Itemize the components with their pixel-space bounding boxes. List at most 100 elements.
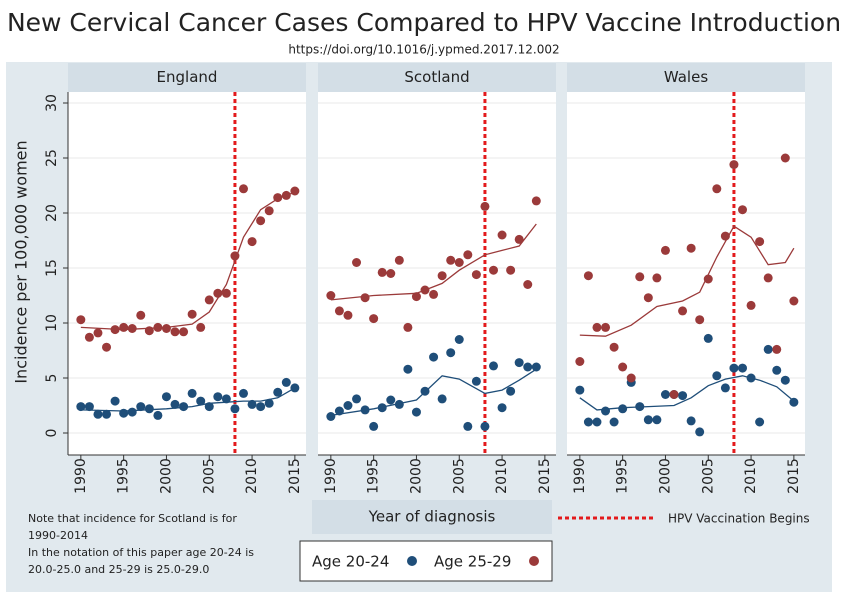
legend-box <box>299 540 553 582</box>
data-point <box>789 296 799 306</box>
data-point <box>256 402 266 412</box>
data-point <box>221 288 231 298</box>
data-point <box>763 273 773 283</box>
data-point <box>506 265 516 275</box>
data-point <box>489 265 499 275</box>
data-point <box>343 401 353 410</box>
data-point <box>601 406 611 416</box>
data-point <box>239 184 249 194</box>
data-point <box>729 363 739 373</box>
data-point <box>76 402 86 412</box>
data-point <box>618 404 628 414</box>
data-point <box>489 361 499 371</box>
data-point <box>575 385 585 395</box>
data-point <box>394 399 404 409</box>
data-point <box>712 371 722 381</box>
data-point <box>429 289 439 299</box>
data-point <box>102 409 112 419</box>
x-tick-label: 2005 <box>451 458 467 494</box>
data-point <box>755 237 765 247</box>
data-point <box>179 327 189 337</box>
data-point <box>76 315 86 325</box>
data-point <box>377 267 387 277</box>
plot-area <box>318 92 556 455</box>
data-point <box>506 386 516 396</box>
data-point <box>213 288 223 298</box>
data-point <box>403 322 413 332</box>
data-point <box>618 362 628 372</box>
data-point <box>720 383 730 393</box>
data-point <box>273 387 283 397</box>
data-point <box>523 362 533 372</box>
data-point <box>196 396 206 406</box>
data-point <box>196 322 206 332</box>
note-text: 1990-2014 <box>28 529 88 542</box>
data-point <box>386 269 396 278</box>
data-point <box>420 285 430 295</box>
data-point <box>273 193 283 203</box>
data-point <box>609 417 619 427</box>
data-point <box>437 271 447 281</box>
data-point <box>369 421 379 431</box>
panel-title: Scotland <box>404 68 469 86</box>
data-point <box>738 363 748 373</box>
data-point <box>343 310 353 320</box>
data-point <box>110 396 120 406</box>
data-point <box>772 344 782 354</box>
data-point <box>643 293 653 303</box>
data-point <box>369 314 379 324</box>
data-point <box>187 309 197 319</box>
data-point <box>360 405 370 415</box>
data-point <box>523 280 533 289</box>
data-point <box>161 392 171 402</box>
data-point <box>153 322 163 332</box>
data-point <box>660 245 670 255</box>
data-point <box>161 324 171 333</box>
data-point <box>230 251 240 261</box>
data-point <box>514 234 524 244</box>
x-tick-label: 2010 <box>494 458 510 494</box>
x-tick-label: 1995 <box>615 458 631 494</box>
y-tick-label: 5 <box>44 374 60 383</box>
data-point <box>446 255 456 265</box>
data-point <box>746 300 756 310</box>
data-point <box>119 322 129 332</box>
x-tick-label: 2015 <box>287 458 303 494</box>
x-tick-label: 2000 <box>657 458 673 494</box>
data-point <box>592 322 602 332</box>
data-point <box>480 421 490 431</box>
plot-area <box>68 92 306 455</box>
data-point <box>463 250 473 260</box>
data-point <box>352 258 362 267</box>
data-point <box>264 206 274 216</box>
y-tick-label: 25 <box>44 149 60 167</box>
x-tick-label: 2000 <box>158 458 174 494</box>
data-point <box>626 373 636 383</box>
data-point <box>281 377 291 387</box>
data-point <box>411 407 421 417</box>
data-point <box>334 406 344 416</box>
data-point <box>204 295 214 305</box>
data-point <box>497 230 507 240</box>
data-point <box>281 190 291 200</box>
data-point <box>480 201 490 211</box>
data-point <box>290 383 300 393</box>
data-point <box>127 324 137 333</box>
y-tick-label: 30 <box>44 94 60 112</box>
data-point <box>213 392 223 402</box>
y-axis-label: Incidence per 100,000 women <box>12 140 31 383</box>
x-tick-label: 1995 <box>116 458 132 494</box>
trend-line <box>330 223 537 301</box>
data-point <box>643 415 653 425</box>
data-point <box>780 375 790 385</box>
data-point <box>230 404 240 414</box>
x-tick-label: 2005 <box>700 458 716 494</box>
data-point <box>583 417 593 427</box>
note-text: 20.0-25.0 and 25-29 is 25.0-29.0 <box>28 563 209 576</box>
y-tick-label: 10 <box>44 314 60 332</box>
data-point <box>394 255 404 265</box>
x-tick-label: 2010 <box>244 458 260 494</box>
data-point <box>403 364 413 374</box>
